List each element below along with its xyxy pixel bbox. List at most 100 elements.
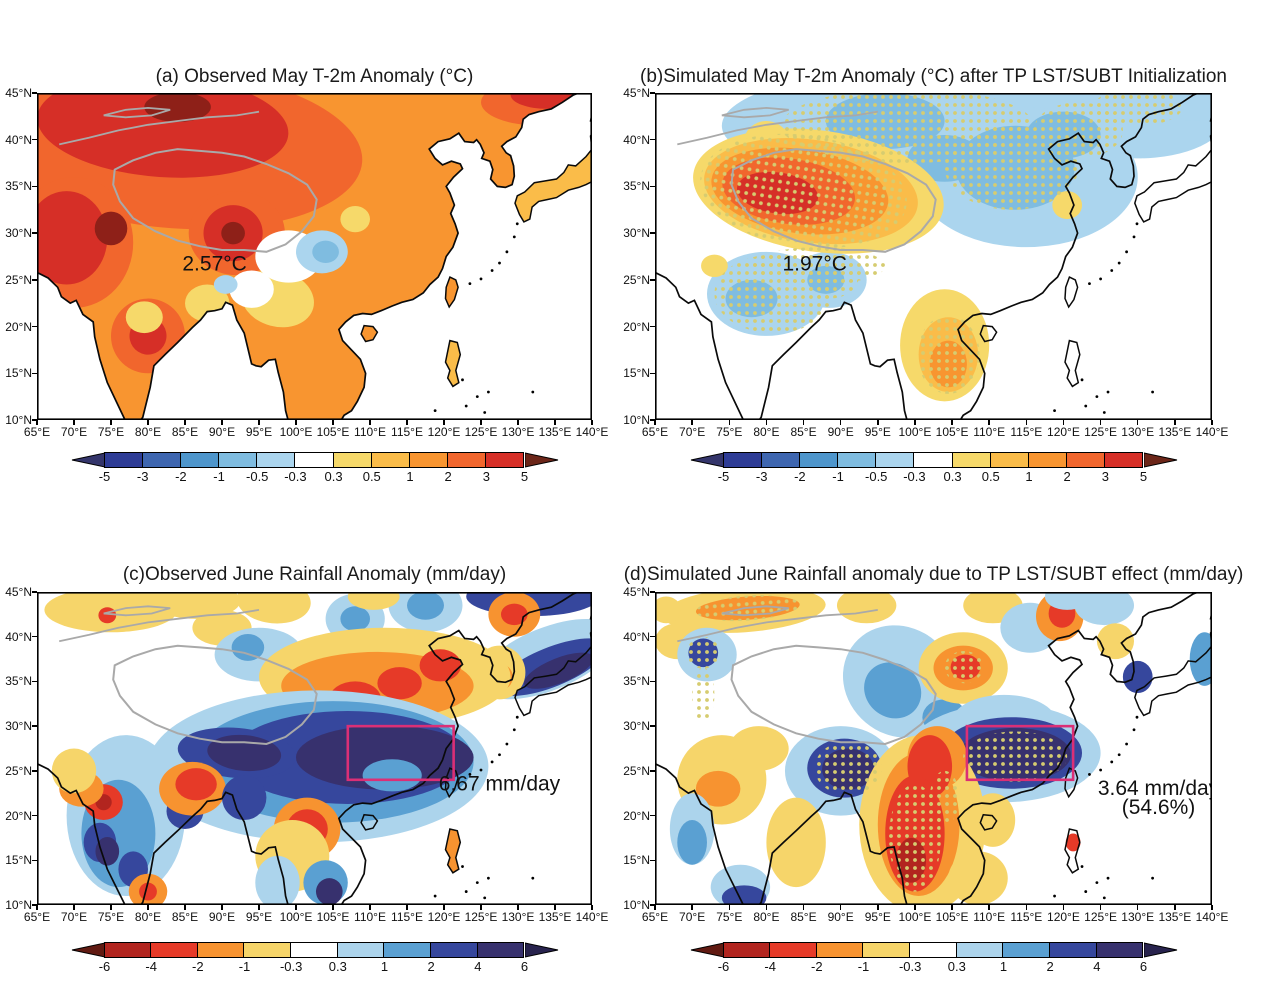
small-island-dot <box>1135 222 1139 226</box>
lon-tick-label: 80°E <box>753 910 780 924</box>
lon-tick-label: 70°E <box>60 425 88 439</box>
lon-tick-label: 65°E <box>23 425 51 439</box>
coastline-hainan <box>979 324 998 343</box>
anomaly-blob <box>1096 623 1135 660</box>
lat-tick-mark <box>32 92 37 94</box>
small-island-dot <box>1095 881 1099 885</box>
colorbar-right-arrow <box>524 942 558 958</box>
colorbar-tick-label: 0.5 <box>362 469 381 484</box>
colorbar-left-arrow <box>690 452 724 468</box>
colorbar-tick-label: -1 <box>238 959 251 974</box>
colorbar-cell <box>141 452 181 468</box>
map-svg-b: 1.97°C <box>655 93 1212 420</box>
colorbar-tick-label: 0.5 <box>981 469 1000 484</box>
small-island-dot <box>461 865 464 868</box>
lat-tick-label: 40°N <box>5 629 32 644</box>
lat-tick-label: 20°N <box>623 319 650 334</box>
lat-tick-mark <box>650 770 655 772</box>
lon-tick-label: 80°E <box>753 425 780 439</box>
lon-tick-mark <box>443 420 445 425</box>
lon-tick-mark <box>147 905 149 910</box>
small-island-dot <box>464 404 468 408</box>
small-island-dot <box>490 760 494 764</box>
japan-fill <box>1134 630 1212 716</box>
lon-tick-mark <box>1136 905 1139 910</box>
lon-tick-mark <box>554 420 556 425</box>
lon-tick-mark <box>1211 420 1213 425</box>
lon-tick-label: 140°E <box>1195 425 1229 439</box>
lon-tick-label: 135°E <box>538 910 572 924</box>
anomaly-blob <box>377 667 422 700</box>
anomaly-blob <box>221 221 245 245</box>
colorbar-tick-label: 2 <box>1046 959 1054 974</box>
lon-tick-mark <box>988 420 990 425</box>
annotation-value: 1.97°C <box>782 253 846 276</box>
colorbar-cell <box>951 452 991 468</box>
colorbar-tick-label: -1 <box>832 469 844 484</box>
lat-tick-mark <box>32 725 37 727</box>
small-island-dot <box>505 250 509 254</box>
coastline-mainland <box>655 93 1199 420</box>
lon-tick-mark <box>1025 420 1028 425</box>
stipple-area <box>700 133 907 249</box>
lon-tick-mark <box>332 420 334 425</box>
lon-tick-mark <box>443 905 445 910</box>
map-svg-d: 3.64 mm/day(54.6%) <box>655 592 1212 905</box>
small-island-dot <box>498 261 501 265</box>
terrain-contour <box>677 609 878 643</box>
lon-tick-mark <box>406 905 408 910</box>
colorbar-tick-label: 1 <box>380 959 389 974</box>
colorbar-cell <box>1095 942 1144 958</box>
annotation-value: (54.6%) <box>1122 796 1196 819</box>
colorbar-cell <box>294 452 334 468</box>
colorbar-tick-label: 6 <box>520 959 529 974</box>
lon-tick-label: 130°E <box>1121 910 1155 924</box>
lat-tick-mark <box>32 279 37 281</box>
anomaly-blob <box>864 662 922 719</box>
lat-tick-mark <box>32 232 37 234</box>
lon-tick-label: 130°E <box>501 425 535 439</box>
small-island-dot <box>487 876 490 880</box>
lon-tick-label: 90°E <box>208 425 236 439</box>
lat-tick-mark <box>650 138 655 141</box>
colorbar-tick-label: 3 <box>482 469 490 484</box>
lon-tick-label: 95°E <box>864 425 891 439</box>
lon-tick-label: 100°E <box>279 425 313 439</box>
lat-tick-mark <box>32 814 37 817</box>
lat-tick-mark <box>650 185 655 188</box>
lon-tick-mark <box>517 905 519 910</box>
study-region-box <box>965 724 1075 782</box>
colorbar-cell <box>103 942 152 958</box>
colorbar-cell <box>218 452 258 468</box>
lon-tick-label: 85°E <box>790 425 817 439</box>
anomaly-blob <box>315 878 343 905</box>
colorbar-temperature-a: -5 -3 -2 -1 -0.5 -0.3 0.3 0.5 1 2 3 5 <box>71 452 559 488</box>
colorbar-tick-label: -4 <box>764 959 776 974</box>
lon-tick-mark <box>877 905 879 910</box>
coastline-mainland <box>37 93 579 420</box>
colorbar-tick-label: -2 <box>794 469 806 484</box>
anomaly-blob <box>701 254 728 278</box>
lat-tick-label: 45°N <box>5 585 32 599</box>
colorbar-tick-label: -3 <box>136 469 149 484</box>
lon-tick-mark <box>554 905 556 910</box>
lat-tick-mark <box>650 635 655 638</box>
colorbar-rainfall-c: -6 -4 -2 -1 -0.3 0.3 1 2 4 6 <box>71 942 559 978</box>
colorbar-cell <box>913 452 953 468</box>
lon-tick-mark <box>914 905 916 910</box>
lon-tick-label: 100°E <box>898 425 932 439</box>
colorbar-cells <box>103 942 525 958</box>
colorbar-tick-label: -0.3 <box>903 469 926 484</box>
colorbar-tick-label: 4 <box>1093 959 1101 974</box>
lon-tick-mark <box>221 905 223 910</box>
small-island-dot <box>1110 760 1114 764</box>
colorbar-cell <box>1104 452 1144 468</box>
anomaly-blob <box>37 191 108 285</box>
map-frame-border <box>37 93 592 420</box>
lon-tick-mark <box>36 905 38 910</box>
colorbar-cell <box>1049 942 1097 958</box>
anomaly-blob <box>1052 191 1083 220</box>
colorbar-left-arrow <box>71 452 105 468</box>
lon-tick-mark <box>728 420 731 425</box>
panel-b-title: (b)Simulated May T-2m Anomaly (°C) after… <box>640 66 1227 87</box>
